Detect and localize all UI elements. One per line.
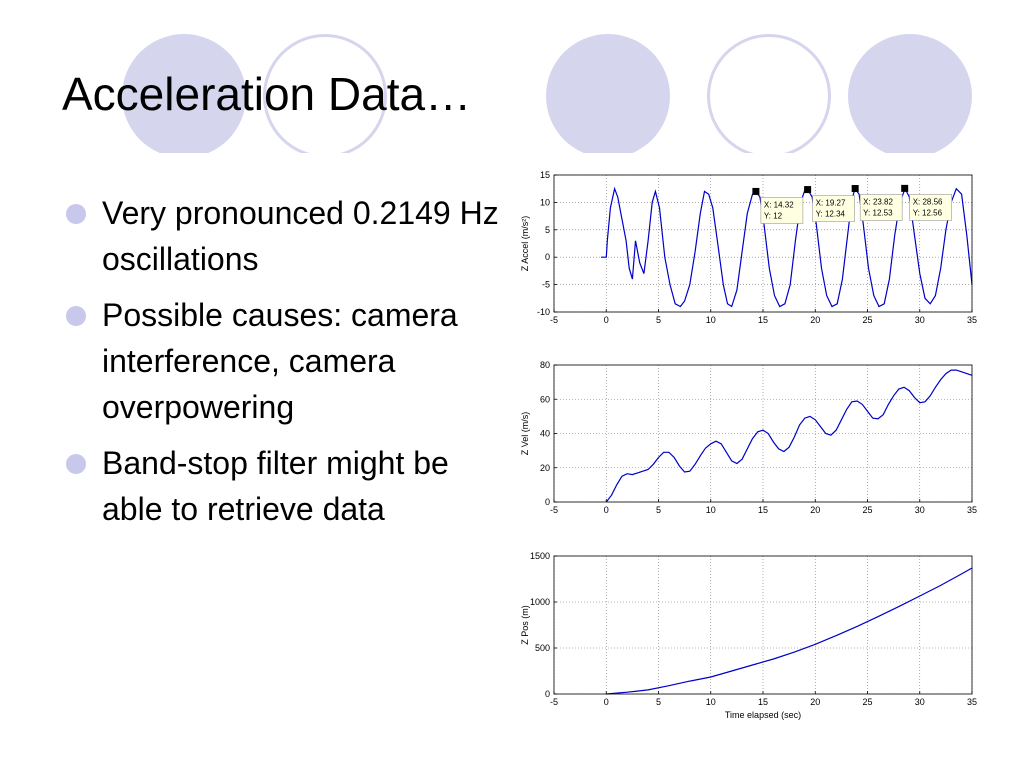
x-tick-label: 15: [758, 697, 768, 707]
datatip-y: Y: 12.56: [913, 208, 943, 217]
y-tick-label: 80: [540, 360, 550, 370]
datatip-marker: [901, 184, 909, 192]
bullet-item: Possible causes: camera interference, ca…: [66, 292, 506, 430]
datatip-x: X: 19.27: [816, 199, 846, 208]
datatip-y: Y: 12.53: [863, 209, 893, 218]
x-tick-label: 20: [810, 315, 820, 325]
decor-circle-4: [707, 34, 831, 158]
bullet-dot-icon: [66, 306, 86, 326]
x-tick-label: 35: [967, 315, 977, 325]
x-tick-label: 35: [967, 505, 977, 515]
x-tick-label: 25: [862, 505, 872, 515]
x-tick-label: 10: [706, 505, 716, 515]
plot-frame: [553, 364, 973, 503]
decor-circle-3: [546, 34, 670, 158]
bullet-text: Possible causes: camera interference, ca…: [102, 297, 458, 425]
y-tick-label: 0: [545, 252, 550, 262]
x-tick-label: 20: [810, 697, 820, 707]
plot-frame: [553, 174, 973, 313]
bullet-dot-icon: [66, 204, 86, 224]
series-line: [601, 186, 973, 308]
datatip-x: X: 28.56: [913, 197, 943, 206]
x-tick-label: 10: [706, 315, 716, 325]
x-tick-label: -5: [550, 315, 558, 325]
y-tick-label: 0: [545, 689, 550, 699]
y-tick-label: 1500: [530, 551, 550, 561]
x-tick-label: 15: [758, 315, 768, 325]
bullet-text: Very pronounced 0.2149 Hz oscillations: [102, 195, 499, 277]
y-tick-label: 40: [540, 429, 550, 439]
series-line: [605, 369, 973, 503]
slide-title: Acceleration Data…: [62, 68, 472, 120]
y-tick-label: 20: [540, 463, 550, 473]
datatip-marker: [804, 186, 812, 194]
datatip-box: [760, 197, 804, 224]
y-tick-label: 1000: [530, 597, 550, 607]
datatip-y: Y: 12: [764, 211, 783, 220]
series-line: [606, 567, 973, 695]
x-tick-label: 0: [604, 315, 609, 325]
datatip-marker: [851, 185, 859, 193]
x-tick-label: 30: [915, 315, 925, 325]
y-axis-label: Z Pos (m): [520, 605, 530, 645]
y-tick-label: 5: [545, 225, 550, 235]
plot-frame: [553, 555, 973, 695]
datatip-y: Y: 12.34: [816, 210, 846, 219]
plot-area: [554, 365, 972, 502]
bullet-item: Band-stop filter might be able to retrie…: [66, 440, 506, 532]
y-tick-label: 0: [545, 497, 550, 507]
x-tick-label: -5: [550, 505, 558, 515]
x-tick-label: 35: [967, 697, 977, 707]
x-tick-label: 30: [915, 697, 925, 707]
bullet-text: Band-stop filter might be able to retrie…: [102, 445, 449, 527]
bullet-item: Very pronounced 0.2149 Hz oscillations: [66, 190, 506, 282]
datatip-x: X: 23.82: [863, 198, 893, 207]
x-axis-label: Time elapsed (sec): [725, 710, 801, 720]
y-axis-label: Z Vel (m/s): [520, 412, 530, 456]
x-tick-label: 30: [915, 505, 925, 515]
x-tick-label: 20: [810, 505, 820, 515]
x-tick-label: 10: [706, 697, 716, 707]
x-tick-label: -5: [550, 697, 558, 707]
y-axis-label: Z Accel (m/s²): [520, 216, 530, 272]
x-tick-label: 0: [604, 697, 609, 707]
x-tick-label: 0: [604, 505, 609, 515]
decor-circle-1: [122, 34, 246, 158]
x-tick-label: 15: [758, 505, 768, 515]
decor-circle-5: [848, 34, 972, 158]
bullet-dot-icon: [66, 454, 86, 474]
datatip-box: [909, 194, 953, 221]
y-tick-label: 15: [540, 170, 550, 180]
datatip-box: [859, 194, 903, 221]
x-tick-label: 5: [656, 697, 661, 707]
x-tick-label: 25: [862, 697, 872, 707]
datatip-box: [812, 195, 855, 222]
y-tick-label: -5: [542, 280, 550, 290]
y-tick-label: 500: [535, 643, 550, 653]
x-tick-label: 25: [862, 315, 872, 325]
x-tick-label: 5: [656, 505, 661, 515]
datatip-marker: [752, 187, 760, 195]
datatip-x: X: 14.32: [764, 200, 794, 209]
y-tick-label: 60: [540, 394, 550, 404]
bullet-list: Very pronounced 0.2149 Hz oscillations P…: [66, 190, 506, 542]
x-tick-label: 5: [656, 315, 661, 325]
y-tick-label: -10: [537, 307, 550, 317]
y-tick-label: 10: [540, 197, 550, 207]
